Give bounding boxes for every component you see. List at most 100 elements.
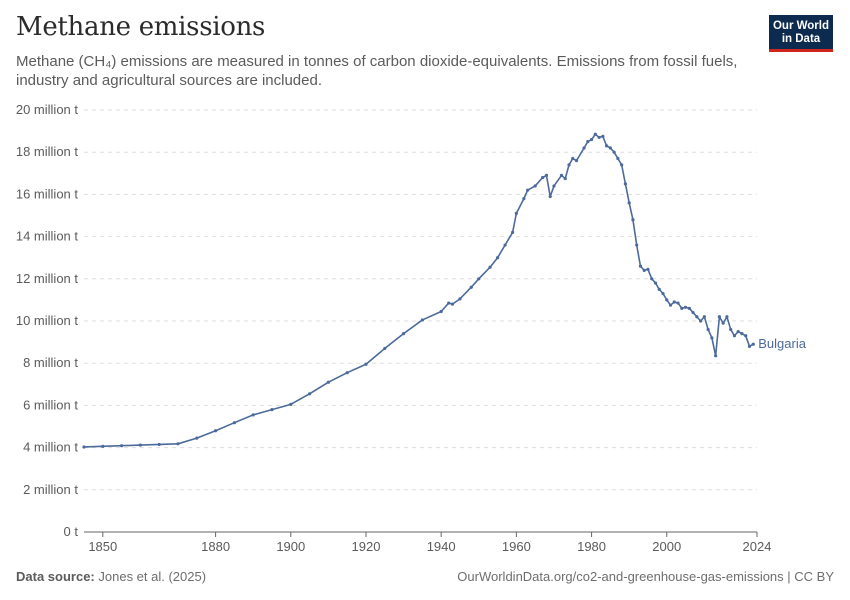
x-tick-label: 1880 — [201, 539, 230, 554]
data-point — [582, 146, 586, 150]
data-point — [676, 301, 680, 305]
data-point — [616, 156, 620, 161]
data-point — [699, 319, 703, 323]
data-point — [364, 362, 368, 366]
data-point — [195, 436, 199, 440]
data-point — [157, 442, 161, 447]
data-point — [650, 277, 654, 281]
data-point — [450, 302, 455, 306]
data-point — [563, 176, 567, 181]
data-point — [631, 218, 635, 222]
data-point — [601, 134, 605, 138]
data-point — [627, 201, 631, 205]
data-point — [740, 332, 744, 336]
data-point — [82, 445, 86, 449]
y-tick-label: 2 million t — [23, 482, 78, 497]
data-point — [732, 334, 737, 338]
data-point — [665, 298, 669, 302]
data-point — [642, 268, 646, 272]
data-point — [635, 243, 639, 247]
data-point — [586, 140, 590, 144]
data-point — [729, 327, 733, 332]
data-source: Data source: Jones et al. (2025) — [16, 569, 206, 584]
data-point — [495, 256, 500, 260]
chart-title: Methane emissions — [16, 12, 266, 42]
data-point — [574, 159, 579, 163]
data-point — [307, 392, 312, 396]
data-point — [477, 277, 481, 281]
data-point — [251, 413, 255, 417]
data-point — [687, 306, 691, 310]
data-point — [289, 402, 293, 406]
data-point — [725, 315, 729, 319]
data-point — [232, 421, 236, 425]
x-tick-label: 1900 — [276, 539, 305, 554]
data-point — [326, 380, 330, 384]
data-point — [589, 137, 594, 142]
y-tick-label: 0 t — [64, 524, 79, 539]
data-point — [101, 444, 105, 448]
logo-line-2: in Data — [781, 33, 821, 45]
data-point — [747, 344, 752, 348]
data-point — [672, 300, 676, 304]
data-point — [721, 321, 725, 325]
source-url[interactable]: OurWorldinData.org/co2-and-greenhouse-ga… — [457, 569, 834, 584]
data-point — [544, 173, 549, 178]
x-tick-label: 1920 — [352, 539, 381, 554]
data-point — [270, 408, 274, 412]
x-tick-label: 2024 — [743, 539, 772, 554]
data-point — [638, 264, 643, 268]
y-tick-label: 6 million t — [23, 397, 78, 412]
data-point — [710, 336, 714, 340]
chart-subtitle: Methane (CH₄) emissions are measured in … — [16, 53, 738, 89]
series-line-bulgaria — [83, 133, 754, 448]
y-tick-label: 18 million t — [16, 144, 79, 159]
data-point — [668, 303, 673, 307]
x-tick-label: 1980 — [577, 539, 606, 554]
data-point — [120, 444, 124, 448]
logo-line-1: Our World — [772, 20, 829, 32]
data-source-link[interactable]: Jones et al. (2025) — [98, 569, 207, 584]
data-point — [736, 329, 740, 334]
data-point — [657, 287, 661, 291]
x-tick-label: 1960 — [502, 539, 531, 554]
data-source-label: Data source: — [16, 569, 95, 584]
data-point — [608, 146, 612, 150]
data-point — [401, 332, 406, 336]
data-point — [717, 315, 722, 319]
data-point — [138, 443, 142, 447]
data-point — [567, 163, 571, 167]
data-point — [548, 194, 552, 199]
data-point — [526, 188, 530, 192]
data-point — [661, 291, 665, 296]
data-point — [597, 135, 601, 140]
data-point — [213, 429, 218, 433]
data-point — [593, 132, 597, 136]
data-point — [653, 281, 658, 285]
data-point — [714, 354, 718, 358]
data-point — [176, 442, 180, 446]
data-point — [420, 318, 424, 322]
x-tick-label: 2000 — [652, 539, 681, 554]
data-point — [559, 173, 564, 178]
data-point — [620, 163, 624, 167]
data-point — [612, 150, 616, 154]
data-point — [522, 197, 526, 201]
data-point — [511, 230, 515, 234]
data-point — [706, 327, 710, 332]
data-point — [605, 144, 609, 148]
data-point — [488, 265, 492, 269]
data-point — [680, 306, 684, 310]
data-point — [646, 267, 650, 271]
owid-logo[interactable]: Our World in Data — [769, 15, 833, 52]
x-tick-label: 1850 — [88, 539, 117, 554]
data-point — [514, 211, 518, 215]
data-point — [751, 342, 755, 346]
data-point — [571, 156, 575, 161]
data-point — [458, 297, 462, 301]
y-tick-label: 12 million t — [16, 271, 79, 286]
data-point — [702, 315, 706, 319]
data-point — [691, 310, 695, 315]
data-point — [695, 315, 699, 319]
data-point — [683, 305, 688, 309]
